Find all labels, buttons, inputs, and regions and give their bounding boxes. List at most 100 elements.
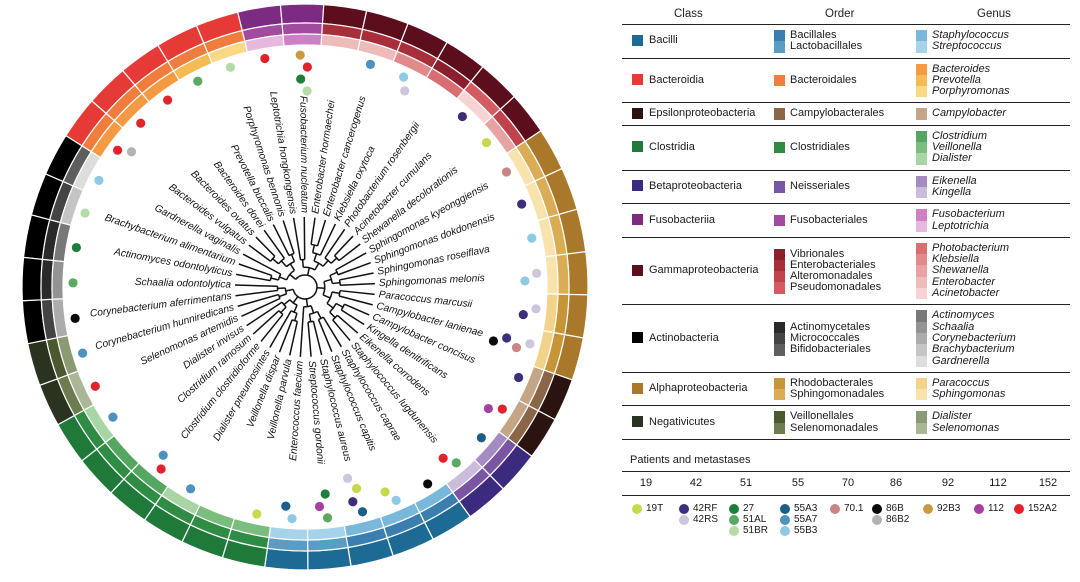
sample-dot-marker [322, 513, 333, 523]
genus-entry: Schaalia [916, 321, 1016, 333]
entry-label: Alteromonadales [790, 270, 873, 283]
entry-swatch [916, 332, 927, 345]
sample-dot-marker [391, 495, 401, 505]
sample-entry: 152A2 [1014, 503, 1057, 514]
sample-label: 70.1 [844, 503, 864, 515]
order-entry: Sphingomonadales [774, 388, 884, 401]
branch-segment [326, 302, 334, 309]
genus-entry: Brachybacterium [916, 343, 1016, 356]
legend-header: Class Order Genus [622, 6, 1070, 25]
entry-swatch [916, 108, 927, 120]
genus-entry: Photobacterium [916, 242, 1009, 255]
order-entry: Campylobacterales [774, 108, 884, 120]
entry-label: Gardnerella [932, 354, 990, 367]
sample-dot-marker [302, 86, 312, 96]
genus-column: Eikenella Kingella [916, 175, 977, 199]
sample-dot-marker [348, 497, 358, 507]
order-column: Veillonellales Selenomonadales [774, 411, 878, 435]
entry-swatch [916, 288, 927, 300]
branch-arc [285, 269, 295, 281]
sample-dot-marker [400, 86, 410, 96]
entry-label: Staphylococcus [932, 29, 1010, 41]
class-label: Alphaproteobacteria [649, 382, 748, 395]
genus-entry: Dialister [916, 153, 987, 165]
sample-dot [780, 503, 790, 514]
sample-dot-marker [156, 464, 166, 474]
entry-label: Shewanella [932, 264, 989, 277]
branch-segment [269, 310, 292, 348]
branch-segment [329, 311, 336, 319]
sample-dot-marker [113, 145, 123, 155]
branch-segment [311, 244, 316, 253]
sample-dot-marker [438, 453, 448, 463]
sample-dot [679, 503, 689, 514]
circular-phylogenetic-tree: Actinomyces odontolyticusBrachybacterium… [21, 3, 589, 571]
entry-label: Enterobacter [932, 275, 995, 288]
genus-entry: Leptotrichia [916, 220, 1005, 232]
sample-entry: 112 [974, 503, 1004, 514]
branch-segment [314, 262, 320, 271]
branch-segment [319, 223, 337, 256]
genus-entry: Klebsiella [916, 253, 1009, 266]
genus-column: Paracoccus Sphingomonas [916, 377, 1005, 401]
branch-segment [255, 236, 276, 257]
sample-entry: 55A7 [780, 514, 817, 525]
branch-segment [289, 263, 296, 271]
order-column: Bacillales Lactobacillales [774, 29, 862, 53]
legend-class: Negativicutes [632, 416, 715, 428]
order-entry: Alteromonadales [774, 270, 881, 283]
entry-swatch [916, 186, 927, 199]
sample-dot-marker [302, 62, 312, 72]
branch-arc [281, 301, 287, 308]
patient-number: 19 [639, 477, 653, 490]
branch-arc [277, 294, 281, 299]
entry-swatch [774, 108, 785, 120]
branch-segment [338, 243, 361, 262]
entry-label: Pseudomonadales [790, 281, 882, 294]
class-swatch [632, 141, 643, 153]
sample-dot-marker [90, 381, 100, 391]
patient-number: 70 [841, 477, 855, 490]
sample-dot-marker [158, 450, 168, 460]
legend-group: Bacteroidia Bacteroidales Bacteroides Prevo… [622, 59, 1070, 104]
sample-dot-marker [525, 339, 535, 349]
sample-dot-marker [514, 372, 524, 383]
sample-dot-marker [314, 501, 325, 512]
sample-dot-marker [71, 242, 81, 253]
entry-label: Acinetobacter [932, 287, 1000, 300]
sample-entry: 55B3 [780, 525, 817, 536]
sample-dot-marker [126, 147, 137, 157]
entry-label: Bifidobacteriales [790, 343, 871, 356]
patient-number: 51 [739, 477, 753, 490]
sample-dot-marker [483, 403, 493, 414]
branch-segment [339, 272, 374, 281]
branch-segment [289, 273, 297, 280]
sample-dot-marker [518, 309, 528, 320]
entry-swatch [916, 74, 927, 87]
sample-dot-marker [423, 479, 433, 489]
order-column: Neisseriales [774, 181, 850, 193]
legend-class: Bacilli [632, 34, 678, 46]
sample-dot [729, 514, 739, 525]
class-label: Epsilonproteobacteria [649, 107, 756, 120]
class-label: Negativicutes [649, 415, 716, 428]
class-swatch [632, 264, 643, 276]
sample-entry: 51BR [729, 525, 768, 536]
genus-ring-segment [282, 33, 323, 47]
sample-dot-marker [457, 111, 467, 122]
order-entry: Enterobacteriales [774, 259, 881, 272]
branch-segment [344, 303, 370, 316]
order-entry: Lactobacillales [774, 40, 862, 53]
genus-ring-segment [51, 259, 65, 300]
sample-label: 55A3 [794, 503, 818, 515]
entry-swatch [774, 422, 785, 435]
branch-segment [282, 220, 295, 254]
patient-number: 55 [791, 477, 805, 490]
branch-segment [263, 229, 286, 259]
branch-arc [338, 290, 341, 297]
class-ring-segment [566, 251, 589, 296]
order-entry: Vibrionales [774, 248, 881, 260]
sample-dot-marker [520, 276, 530, 286]
genus-entry: Bacteroides [916, 63, 1010, 75]
entry-swatch [774, 181, 785, 193]
